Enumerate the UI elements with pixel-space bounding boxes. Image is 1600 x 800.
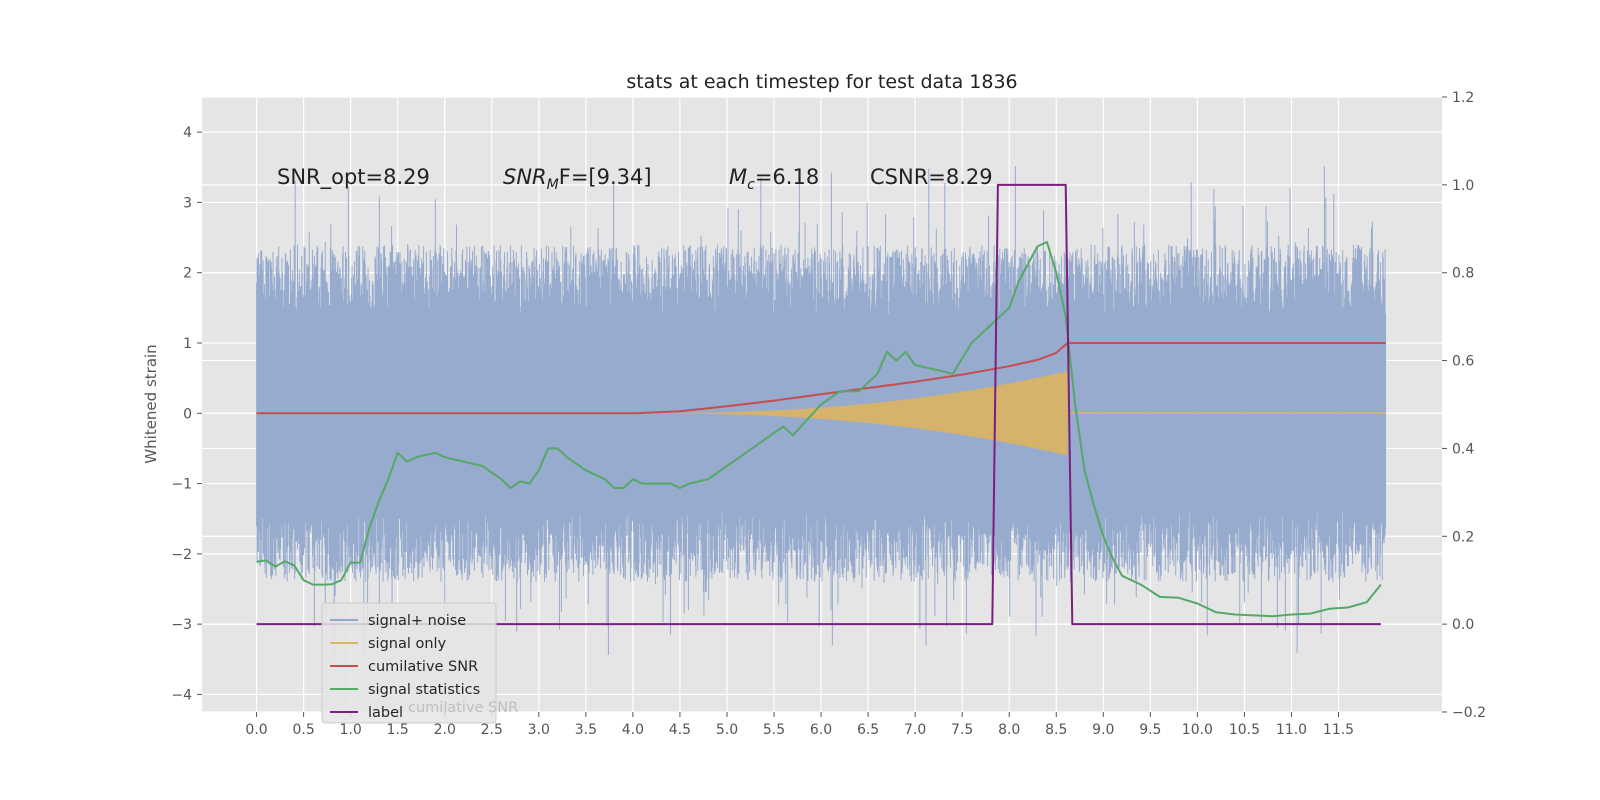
x-tick-label: 11.5	[1323, 722, 1354, 738]
x-tick-label: 1.0	[340, 722, 362, 738]
x-tick-label: 9.0	[1092, 722, 1114, 738]
csnr-annotation: CSNR=8.29	[870, 165, 993, 189]
x-tick-label: 2.0	[434, 722, 456, 738]
x-tick-label: 8.0	[998, 722, 1020, 738]
mc-sub: c	[747, 177, 755, 193]
snr-mf-base: SNR	[503, 165, 547, 189]
legend-label: signal statistics	[368, 682, 480, 698]
x-tick-label: 3.0	[528, 722, 550, 738]
y2-tick-label: 0.4	[1452, 441, 1474, 457]
x-tick-label: 4.0	[622, 722, 644, 738]
x-tick-label: 7.0	[904, 722, 926, 738]
chart-title: stats at each timestep for test data 183…	[626, 71, 1017, 93]
signal-only-series	[632, 371, 1386, 456]
y2-tick-label: 0.2	[1452, 529, 1474, 545]
x-tick-label: 4.5	[669, 722, 691, 738]
cumilative-snr-line	[256, 342, 1386, 415]
legend-label: signal only	[368, 636, 447, 652]
y-tick-label: 3	[183, 195, 192, 211]
y-tick-label: −1	[171, 477, 192, 493]
x-tick-label: 5.0	[716, 722, 738, 738]
x-tick-label: 8.5	[1045, 722, 1067, 738]
legend-overlap-text: cumilative SNR	[408, 700, 518, 716]
snr-opt-annotation: SNR_opt=8.29	[277, 165, 430, 190]
y-axis-right: 1.2 1.0 0.8 0.6 0.4 0.2 0.0 −0.2	[1442, 90, 1486, 721]
y2-tick-label: 0.0	[1452, 617, 1474, 633]
snr-mf-rest: F=[9.34]	[559, 165, 652, 189]
y2-tick-label: 0.6	[1452, 354, 1474, 370]
y-tick-label: −3	[171, 617, 192, 633]
y-tick-label: 4	[183, 125, 192, 141]
legend-box	[321, 602, 497, 724]
y-tick-label: 2	[183, 266, 192, 282]
y2-tick-label: 1.2	[1452, 90, 1474, 106]
snr-mf-sub: M	[547, 177, 559, 193]
legend-items: signal+ noise signal only cumilative SNR si…	[330, 613, 480, 721]
legend-label: cumilative SNR	[368, 659, 478, 675]
mc-annotation: Mc=6.18	[729, 165, 819, 193]
y2-tick-label: 1.0	[1452, 178, 1474, 194]
label-line	[256, 183, 1381, 626]
x-tick-label: 0.5	[292, 722, 314, 738]
signal-only-envelope	[632, 371, 1068, 456]
y-tick-label: 0	[183, 406, 192, 422]
mc-rest: =6.18	[755, 165, 819, 189]
y-tick-label: −4	[171, 687, 192, 703]
legend: cumilative SNR signal+ noise signal only c…	[321, 602, 518, 724]
y-tick-label: −2	[171, 547, 192, 563]
x-tick-label: 0.0	[245, 722, 267, 738]
x-axis: 0.0 0.5 1.0 1.5 2.0 2.5 3.0 3.5 4.0 4.5 5.0 5.5 6.0 6…	[245, 712, 1354, 738]
x-tick-label: 7.5	[951, 722, 973, 738]
x-tick-label: 10.0	[1182, 722, 1213, 738]
legend-label: label	[368, 705, 403, 721]
x-tick-label: 5.5	[763, 722, 785, 738]
lines-layer	[256, 183, 1386, 626]
x-tick-label: 1.5	[387, 722, 409, 738]
y-axis-label: Whitened strain	[142, 344, 160, 463]
x-tick-label: 10.5	[1229, 722, 1260, 738]
y2-tick-label: −0.2	[1452, 705, 1486, 721]
y2-tick-label: 0.8	[1452, 266, 1474, 282]
y-axis-left: 4 3 2 1 0 −1 −2 −3 −4	[171, 125, 202, 703]
x-tick-label: 3.5	[575, 722, 597, 738]
x-tick-label: 6.5	[857, 722, 879, 738]
y-tick-label: 1	[183, 336, 192, 352]
x-tick-label: 9.5	[1139, 722, 1161, 738]
snr-mf-annotation: SNRMF=[9.34]	[503, 165, 652, 193]
legend-label: signal+ noise	[368, 613, 466, 629]
x-tick-label: 11.0	[1276, 722, 1307, 738]
x-tick-label: 2.5	[481, 722, 503, 738]
signal-statistics-line	[256, 241, 1382, 618]
mc-base: M	[729, 165, 747, 189]
x-tick-label: 6.0	[810, 722, 832, 738]
